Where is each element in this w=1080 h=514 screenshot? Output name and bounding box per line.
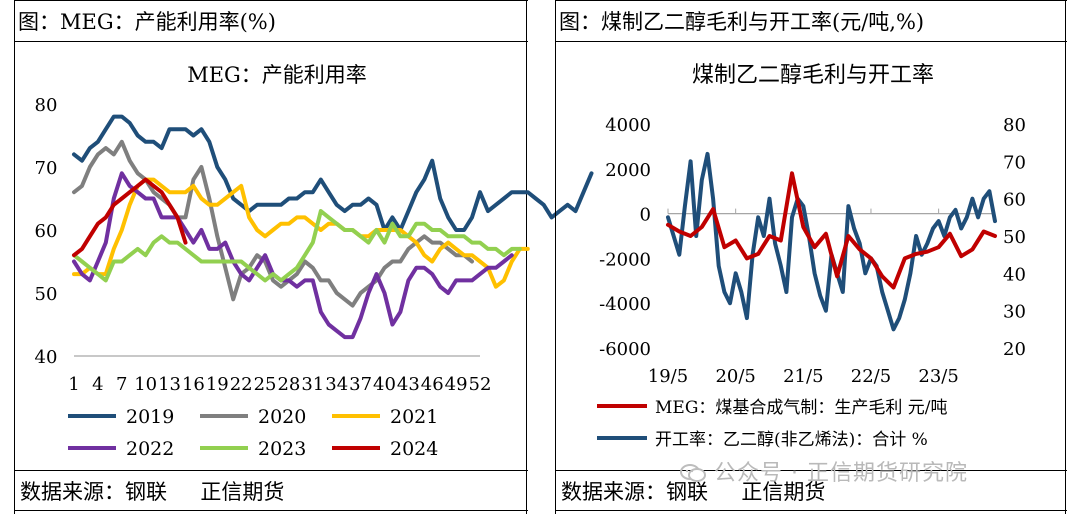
series-line-2019 [72,114,594,232]
x-tick-label: 46 [421,374,444,395]
y-left-tick-label: -4000 [599,294,651,315]
series-line-2020 [72,139,474,308]
y-left-tick-label: 4000 [605,115,651,136]
series-line-2023 [72,209,522,283]
x-tick-label: 22 [230,374,253,395]
capacity-utilization-panel: 图：MEG：产能利用率(%) MEG：产能利用率 40 50 60 70 80 1 4 7 10 1… [14,0,594,514]
source-separator [555,470,1067,471]
x-tick-label: 49 [445,374,468,395]
legend-label-2024: 2024 [390,438,438,460]
x-tick-label: 37 [349,374,372,395]
legend-label-2021: 2021 [390,406,438,428]
source-separator [14,470,528,471]
y-right-tick-label: 70 [1003,152,1026,173]
series-line-2022 [72,171,514,340]
legend-label-2019: 2019 [126,406,174,428]
bottom-border [14,510,528,511]
x-tick-label: 28 [277,374,300,395]
y-tick-label: 40 [35,347,58,368]
y-tick-label: 60 [35,221,58,242]
x-tick-label: 16 [182,374,205,395]
y-right-tick-label: 20 [1003,339,1026,360]
series-line-2021 [72,177,530,289]
series-line-2024 [72,177,188,258]
y-left-tick-label: 2000 [605,160,651,181]
capacity-utilization-chart: MEG：产能利用率 40 50 60 70 80 1 4 7 10 13 16 19 22 25 28 31 34… [35,63,594,460]
legend-label-2022: 2022 [126,438,174,460]
y-right-tick-label: 60 [1003,190,1026,211]
x-tick-label: 13 [158,374,181,395]
panel-title: 图：煤制乙二醇毛利与开工率(元/吨,%) [559,10,925,34]
x-tick-label: 22/5 [851,366,891,387]
y-tick-label: 70 [35,158,58,179]
y-left-tick-label: 0 [640,205,651,226]
title-separator [555,41,1067,42]
x-tick-label: 52 [469,374,492,395]
panel-title: 图：MEG：产能利用率(%) [18,10,276,34]
top-border [555,0,1067,1]
x-tick-label: 4 [92,374,103,395]
x-tick-label: 1 [68,374,79,395]
legend-label-2023: 2023 [258,438,306,460]
legend-label: 开工率：乙二醇(非乙烯法)：合计 % [655,430,928,450]
x-tick-label: 34 [325,374,348,395]
x-tick-label: 10 [134,374,157,395]
data-source: 数据来源：钢联 正信期货 [561,480,826,504]
x-tick-label: 23/5 [918,366,958,387]
x-tick-label: 19 [206,374,229,395]
right-border [1065,0,1066,514]
y-tick-label: 50 [35,284,58,305]
top-border [14,0,528,1]
legend-label-2020: 2020 [258,406,306,428]
coal-meg-margin-panel: 图：煤制乙二醇毛利与开工率(元/吨,%) 煤制乙二醇毛利与开工率 -6000 -40… [555,0,1067,514]
title-separator [14,41,528,42]
chart-title: 煤制乙二醇毛利与开工率 [692,63,934,88]
x-tick-label: 19/5 [648,366,688,387]
x-tick-label: 40 [373,374,396,395]
margin-vs-operating-rate-chart: 煤制乙二醇毛利与开工率 -6000 -4000 -2000 0 2000 4000 20 30 4… [597,63,1026,450]
x-tick-label: 25 [254,374,277,395]
series-line-gross-margin [666,171,997,290]
y-right-tick-label: 30 [1003,302,1026,323]
x-tick-label: 43 [397,374,420,395]
x-tick-label: 31 [301,374,324,395]
right-border [526,0,527,514]
wechat-icon [680,464,706,482]
x-tick-label: 20/5 [715,366,755,387]
series-line-operating-rate [666,151,997,332]
y-tick-label: 80 [35,95,58,116]
left-border [14,0,15,514]
y-left-tick-label: -6000 [599,339,651,360]
chart-title: MEG：产能利用率 [187,63,367,87]
legend-label: MEG：煤基合成气制：生产毛利 元/吨 [655,398,948,418]
y-right-tick-label: 50 [1003,227,1026,248]
y-right-tick-label: 40 [1003,264,1026,285]
y-left-tick-label: -2000 [599,249,651,270]
x-tick-label: 7 [116,374,127,395]
watermark-text: 公众号 · 正信期货研究院 [714,461,968,486]
data-source: 数据来源：钢联 正信期货 [20,480,285,504]
watermark: 公众号 · 正信期货研究院 [680,455,968,487]
left-border [555,0,556,514]
y-right-tick-label: 80 [1003,115,1026,136]
x-tick-label: 21/5 [783,366,823,387]
bottom-border [555,510,1067,511]
